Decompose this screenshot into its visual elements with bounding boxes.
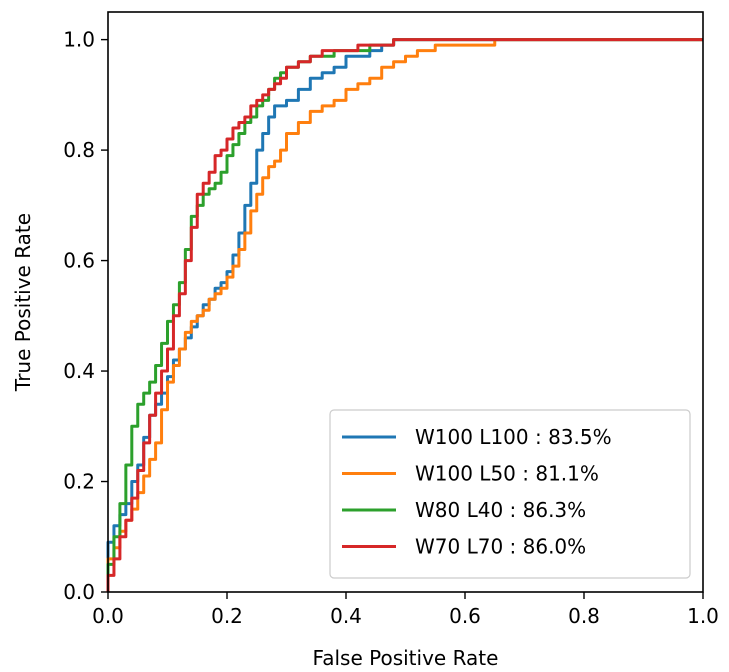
- x-tick-label: 0.4: [330, 604, 362, 628]
- axis-ticks: 0.0 0.2 0.4 0.6 0.8 1.0 0.0 0.2 0.4 0.6 0.8 1.0: [63, 28, 719, 628]
- x-tick-label: 0.0: [92, 604, 124, 628]
- series-lines: [106, 38, 703, 592]
- legend: W100 L100 : 83.5% W100 L50 : 81.1% W80 L40…: [329, 409, 691, 579]
- legend-frame: [329, 409, 691, 579]
- plot-frame: [107, 11, 704, 593]
- y-tick-label: 1.0: [63, 28, 95, 52]
- x-tick-label: 0.8: [568, 604, 600, 628]
- series-line-1: [106, 38, 703, 592]
- y-tick-label: 0.0: [63, 580, 95, 604]
- legend-label-1: W100 L100 : 83.5%: [415, 425, 612, 449]
- legend-label-3: W80 L40 : 86.3%: [415, 498, 586, 522]
- series-line-4: [106, 38, 703, 592]
- legend-label-4: W70 L70 : 86.0%: [415, 535, 586, 559]
- x-axis-label: False Positive Rate: [313, 646, 499, 670]
- y-axis-label: True Positive Rate: [11, 213, 35, 392]
- y-tick-label: 0.2: [63, 470, 95, 494]
- y-tick-label: 0.4: [63, 359, 95, 383]
- y-tick-label: 0.8: [63, 138, 95, 162]
- series-line-2: [106, 38, 703, 592]
- x-tick-label: 0.2: [211, 604, 243, 628]
- x-tick-label: 1.0: [687, 604, 719, 628]
- legend-label-2: W100 L50 : 81.1%: [415, 462, 599, 486]
- y-tick-label: 0.6: [63, 249, 95, 273]
- x-tick-label: 0.6: [449, 604, 481, 628]
